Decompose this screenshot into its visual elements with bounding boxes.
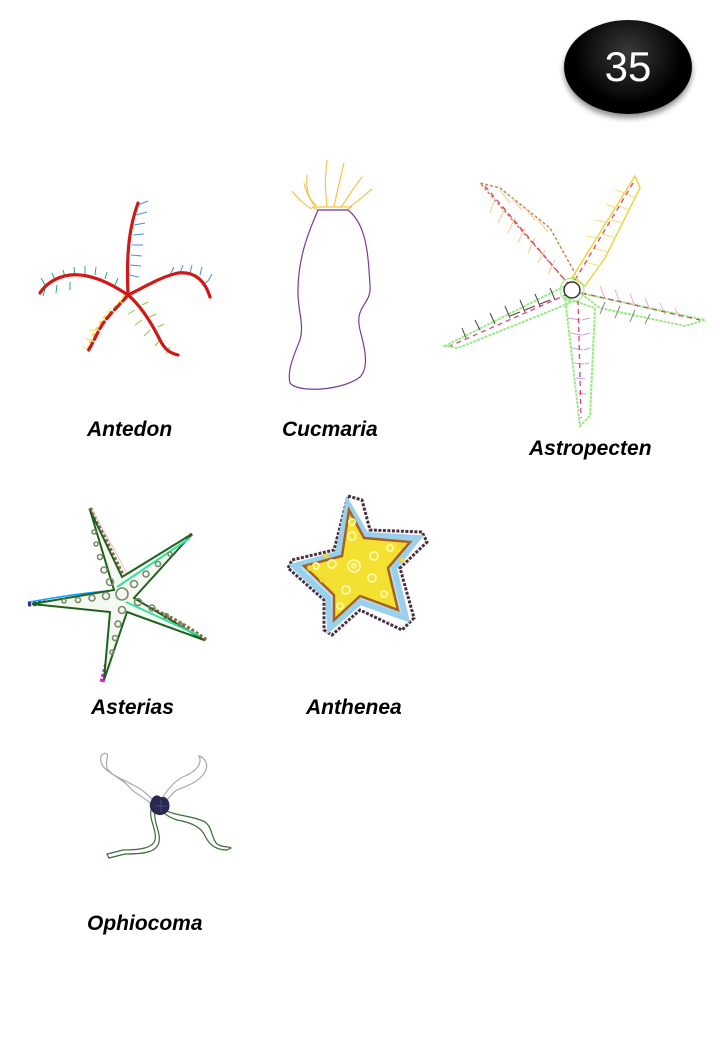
cucmaria-label: Cucmaria (282, 418, 378, 441)
ophiocoma-illustration (100, 752, 233, 859)
antedon-illustration (38, 200, 213, 357)
page-number: 35 (604, 43, 652, 90)
astropecten-illustration (441, 174, 706, 429)
asterias-label: Asterias (91, 696, 174, 719)
ophiocoma-label: Ophiocoma (87, 912, 203, 935)
anthenea-label: Anthenea (306, 696, 402, 719)
astropecten-label: Astropecten (529, 437, 652, 460)
asterias-illustration (27, 507, 208, 683)
cucmaria-illustration (288, 159, 373, 390)
anthenea-illustration (286, 494, 429, 637)
antedon-label: Antedon (87, 418, 173, 441)
page-number-badge: 35 (564, 20, 692, 114)
